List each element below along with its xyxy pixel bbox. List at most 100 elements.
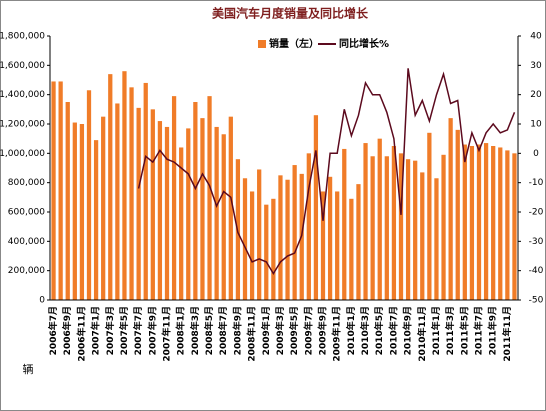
bar	[462, 144, 467, 300]
bar	[101, 116, 106, 301]
y-tick-label: 600,000	[8, 208, 45, 218]
bar	[398, 153, 404, 300]
bar	[285, 179, 290, 300]
bar	[342, 148, 347, 300]
bar	[356, 184, 361, 300]
bar	[242, 178, 248, 300]
legend-swatch	[258, 40, 266, 48]
bar	[249, 191, 255, 300]
bar	[512, 153, 517, 300]
bar	[306, 153, 311, 300]
bar	[335, 191, 340, 300]
bar	[214, 126, 219, 300]
bar	[93, 140, 99, 300]
bar	[179, 147, 184, 300]
x-tick-label: 2010年7月	[387, 306, 399, 355]
x-tick-label: 2009年11月	[331, 306, 343, 362]
y-tick-label: 400,000	[8, 237, 45, 247]
x-tick-label: 2011年9月	[487, 306, 499, 355]
x-tick-label: 2011年11月	[501, 306, 513, 362]
x-tick-label: 2008年11月	[246, 306, 258, 362]
bar	[193, 102, 198, 300]
bar	[86, 90, 92, 301]
bar	[278, 175, 283, 300]
bar	[228, 116, 233, 301]
y2-tick-label: -10	[529, 178, 544, 188]
y-tick-label: 200,000	[8, 266, 45, 276]
x-tick-label: 2010年1月	[345, 306, 357, 355]
bar	[58, 81, 63, 300]
bar	[427, 132, 432, 300]
bar	[377, 138, 382, 300]
bar	[498, 147, 503, 300]
bar	[200, 118, 205, 300]
x-tick-label: 2008年1月	[175, 306, 187, 355]
x-tick-label: 2010年3月	[359, 306, 371, 355]
bar	[207, 96, 212, 300]
chart-title: 美国汽车月度销量及同比增长	[212, 6, 369, 21]
bar	[143, 82, 148, 300]
bar	[370, 156, 375, 300]
x-tick-label: 2008年9月	[231, 306, 243, 355]
bar	[164, 126, 170, 300]
y2-tick-label: -50	[529, 296, 544, 306]
bar	[448, 118, 453, 300]
x-tick-label: 2007年9月	[146, 306, 158, 355]
bar	[65, 102, 70, 300]
x-tick-label: 2006年9月	[61, 306, 73, 355]
bar	[313, 115, 319, 300]
x-tick-label: 2007年1月	[90, 306, 102, 355]
x-tick-label: 2006年7月	[47, 306, 59, 355]
y-tick-label: 0	[39, 296, 45, 306]
bar	[505, 150, 510, 300]
x-tick-label: 2007年3月	[104, 306, 116, 355]
bar	[384, 156, 389, 300]
x-tick-label: 2010年9月	[402, 306, 414, 355]
y2-tick-label: -20	[529, 208, 544, 218]
bar	[491, 146, 496, 300]
y-tick-label: 1,200,000	[0, 120, 45, 130]
y2-tick-label: 20	[530, 90, 542, 100]
x-tick-label: 2009年1月	[260, 306, 272, 355]
bar	[51, 81, 56, 300]
bar	[72, 122, 77, 301]
y2-tick-label: 0	[533, 149, 539, 159]
x-tick-label: 2007年7月	[132, 306, 144, 355]
x-tick-label: 2008年3月	[189, 306, 201, 355]
x-tick-label: 2010年5月	[373, 306, 385, 355]
x-tick-label: 2011年3月	[444, 306, 456, 355]
bar	[455, 129, 460, 300]
bar	[271, 198, 276, 300]
bar	[150, 109, 155, 300]
bar	[469, 146, 475, 300]
x-tick-label: 2011年7月	[473, 306, 485, 355]
y-axis-label: 辆	[23, 362, 34, 376]
bar	[115, 103, 120, 300]
bar	[320, 191, 326, 300]
legend-label: 同比增长%	[339, 37, 389, 50]
x-tick-label: 2009年9月	[317, 306, 329, 355]
x-tick-label: 2006年11月	[75, 306, 87, 362]
bar	[476, 144, 482, 300]
x-tick-label: 2007年5月	[118, 306, 130, 355]
bar	[391, 146, 397, 300]
bar	[413, 160, 418, 300]
y2-tick-label: -40	[529, 266, 544, 276]
bar	[264, 204, 269, 300]
bar	[129, 87, 134, 300]
bar	[122, 71, 127, 300]
bar	[483, 143, 489, 300]
bar	[420, 172, 425, 300]
bar	[221, 134, 226, 300]
x-tick-label: 2007年11月	[161, 306, 173, 362]
x-tick-label: 2010年11月	[416, 306, 428, 362]
y2-tick-label: 30	[530, 61, 542, 71]
x-tick-label: 2009年7月	[302, 306, 314, 355]
y-tick-label: 1,600,000	[0, 61, 45, 71]
bar	[405, 159, 411, 300]
bar	[434, 178, 439, 300]
x-tick-label: 2011年5月	[458, 306, 470, 355]
y-tick-label: 1,000,000	[0, 149, 45, 159]
y2-tick-label: 10	[530, 120, 542, 130]
